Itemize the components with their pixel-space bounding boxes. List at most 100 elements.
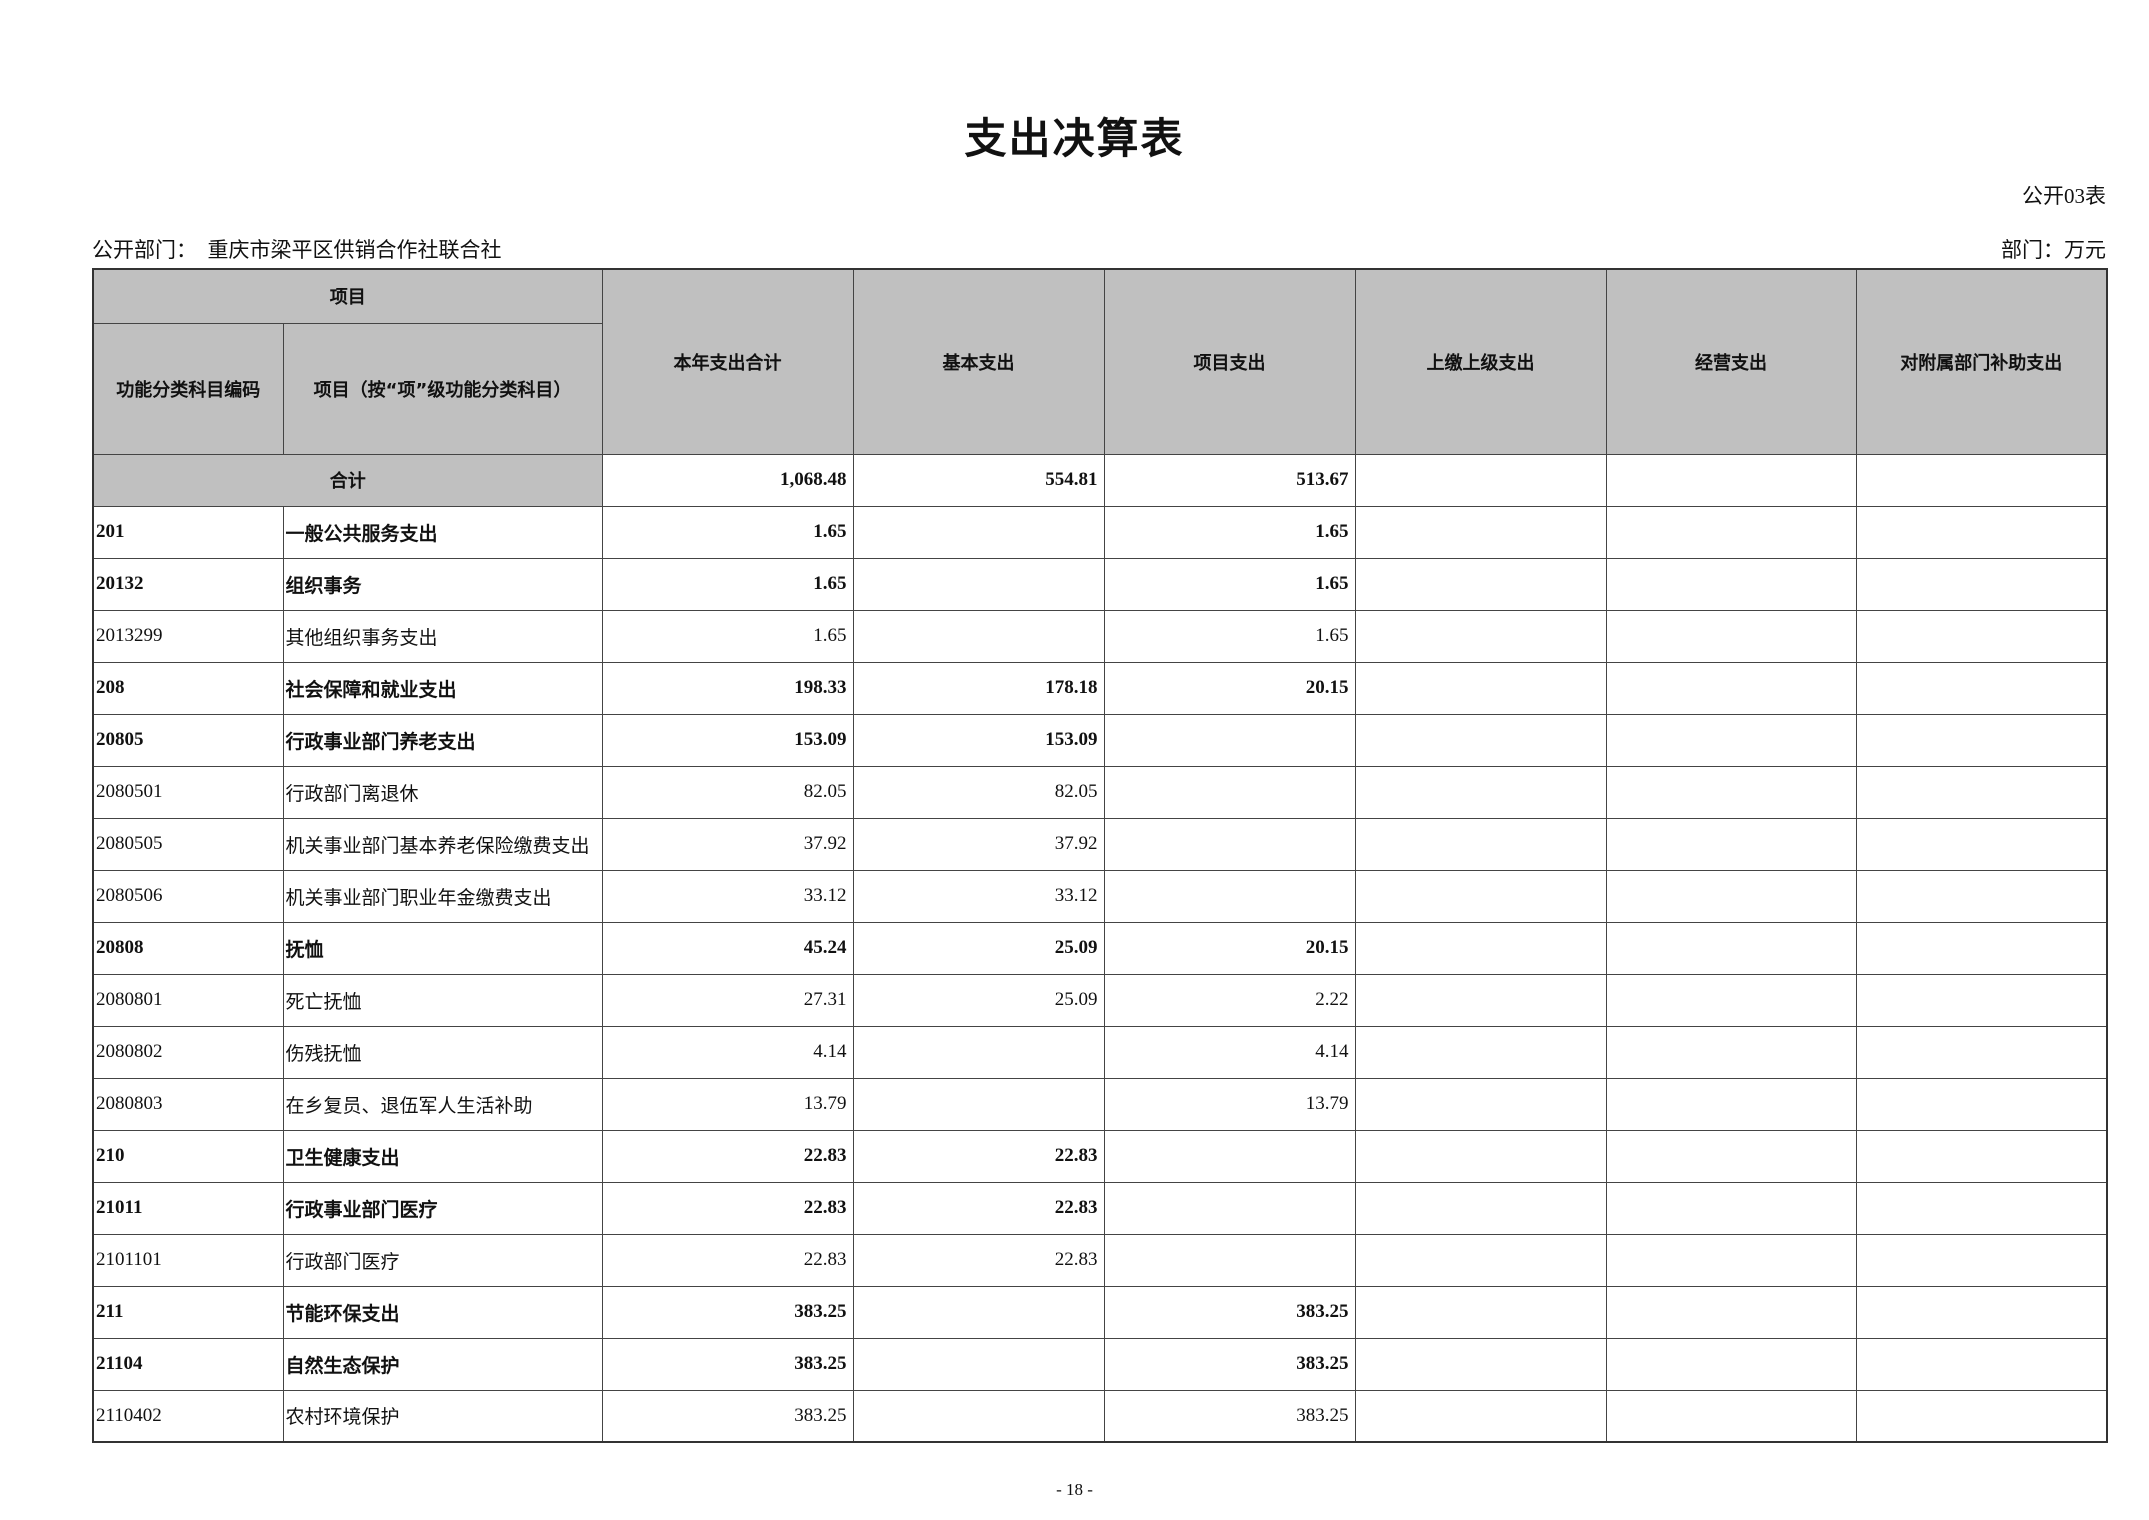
total-row: 合计 1,068.48 554.81 513.67 bbox=[92, 453, 2108, 507]
row-value bbox=[852, 1285, 1105, 1339]
row-value bbox=[1605, 1337, 1857, 1391]
row-name: 行政部门医疗 bbox=[282, 1233, 603, 1287]
total-value bbox=[1354, 453, 1607, 507]
row-value: 1.65 bbox=[601, 557, 854, 611]
table-row: 21104 自然生态保护 383.25 383.25 bbox=[92, 1337, 2108, 1391]
row-value bbox=[1103, 817, 1356, 871]
page-title: 支出决算表 bbox=[964, 114, 1185, 163]
row-value bbox=[1354, 609, 1607, 663]
row-value bbox=[1354, 557, 1607, 611]
row-name: 自然生态保护 bbox=[282, 1337, 603, 1391]
table-row: 2013299 其他组织事务支出 1.65 1.65 bbox=[92, 609, 2108, 663]
row-value bbox=[1605, 973, 1857, 1027]
table-row: 20805 行政事业部门养老支出 153.09 153.09 bbox=[92, 713, 2108, 767]
row-value: 33.12 bbox=[852, 869, 1105, 923]
row-code: 208 bbox=[92, 661, 284, 715]
row-value: 82.05 bbox=[852, 765, 1105, 819]
row-value: 45.24 bbox=[601, 921, 854, 975]
total-value: 1,068.48 bbox=[601, 453, 854, 507]
department-line: 公开部门： 重庆市梁平区供销合作社联合社 bbox=[92, 234, 502, 264]
row-value bbox=[1354, 1233, 1607, 1287]
row-value bbox=[1605, 713, 1857, 767]
row-value bbox=[1605, 557, 1857, 611]
table-row: 20132 组织事务 1.65 1.65 bbox=[92, 557, 2108, 611]
row-value bbox=[1855, 869, 2108, 923]
row-value bbox=[1605, 1129, 1857, 1183]
row-value bbox=[852, 1025, 1105, 1079]
form-number: 公开03表 bbox=[2022, 184, 2106, 208]
row-value: 1.65 bbox=[601, 505, 854, 559]
row-value bbox=[1605, 1233, 1857, 1287]
table-row: 20808 抚恤 45.24 25.09 20.15 bbox=[92, 921, 2108, 975]
row-name: 社会保障和就业支出 bbox=[282, 661, 603, 715]
row-value: 25.09 bbox=[852, 921, 1105, 975]
row-value bbox=[1354, 1025, 1607, 1079]
row-code: 2080803 bbox=[92, 1077, 284, 1131]
row-value: 13.79 bbox=[1103, 1077, 1356, 1131]
row-value bbox=[1103, 1233, 1356, 1287]
row-value bbox=[1605, 505, 1857, 559]
row-value: 22.83 bbox=[852, 1181, 1105, 1235]
row-value: 383.25 bbox=[1103, 1285, 1356, 1339]
table-row: 2101101 行政部门医疗 22.83 22.83 bbox=[92, 1233, 2108, 1287]
row-name: 机关事业部门职业年金缴费支出 bbox=[282, 869, 603, 923]
row-name: 其他组织事务支出 bbox=[282, 609, 603, 663]
row-value: 22.83 bbox=[601, 1181, 854, 1235]
row-value bbox=[1354, 765, 1607, 819]
row-value: 37.92 bbox=[601, 817, 854, 871]
header-col: 对附属部门补助支出 bbox=[1855, 268, 2108, 455]
row-value bbox=[1855, 1129, 2108, 1183]
page-number: - 18 - bbox=[1056, 1480, 1093, 1499]
row-value bbox=[1354, 869, 1607, 923]
row-value bbox=[1855, 713, 2108, 767]
row-value bbox=[1855, 921, 2108, 975]
header-col: 本年支出合计 bbox=[601, 268, 854, 455]
row-code: 201 bbox=[92, 505, 284, 559]
row-value bbox=[1354, 1337, 1607, 1391]
row-value bbox=[1605, 1389, 1857, 1443]
row-code: 2080506 bbox=[92, 869, 284, 923]
header-col: 经营支出 bbox=[1605, 268, 1857, 455]
table-row: 2080506 机关事业部门职业年金缴费支出 33.12 33.12 bbox=[92, 869, 2108, 923]
row-code: 21011 bbox=[92, 1181, 284, 1235]
table-row: 2080803 在乡复员、退伍军人生活补助 13.79 13.79 bbox=[92, 1077, 2108, 1131]
row-code: 211 bbox=[92, 1285, 284, 1339]
row-value bbox=[852, 557, 1105, 611]
row-value bbox=[1103, 765, 1356, 819]
row-value bbox=[852, 1389, 1105, 1443]
row-value: 198.33 bbox=[601, 661, 854, 715]
row-code: 2080505 bbox=[92, 817, 284, 871]
row-value bbox=[1605, 817, 1857, 871]
row-value bbox=[1354, 1285, 1607, 1339]
row-value bbox=[1354, 1077, 1607, 1131]
row-value: 22.83 bbox=[852, 1233, 1105, 1287]
row-value: 178.18 bbox=[852, 661, 1105, 715]
row-code: 21104 bbox=[92, 1337, 284, 1391]
row-name: 行政部门离退休 bbox=[282, 765, 603, 819]
total-label: 合计 bbox=[92, 453, 603, 507]
row-value: 383.25 bbox=[601, 1389, 854, 1443]
row-value bbox=[1103, 1181, 1356, 1235]
row-value: 22.83 bbox=[601, 1233, 854, 1287]
row-value: 383.25 bbox=[1103, 1337, 1356, 1391]
row-value: 33.12 bbox=[601, 869, 854, 923]
row-value bbox=[1855, 765, 2108, 819]
row-value bbox=[1855, 557, 2108, 611]
row-value bbox=[1354, 661, 1607, 715]
row-value: 1.65 bbox=[1103, 557, 1356, 611]
row-value: 25.09 bbox=[852, 973, 1105, 1027]
row-value: 1.65 bbox=[1103, 609, 1356, 663]
row-name: 一般公共服务支出 bbox=[282, 505, 603, 559]
row-name: 死亡抚恤 bbox=[282, 973, 603, 1027]
row-value bbox=[852, 1077, 1105, 1131]
row-name: 卫生健康支出 bbox=[282, 1129, 603, 1183]
row-value: 20.15 bbox=[1103, 921, 1356, 975]
row-value bbox=[1855, 609, 2108, 663]
row-value bbox=[1605, 765, 1857, 819]
row-value bbox=[1103, 1129, 1356, 1183]
row-value: 153.09 bbox=[852, 713, 1105, 767]
row-value bbox=[1354, 505, 1607, 559]
row-value: 153.09 bbox=[601, 713, 854, 767]
row-value bbox=[1103, 869, 1356, 923]
row-value: 383.25 bbox=[1103, 1389, 1356, 1443]
